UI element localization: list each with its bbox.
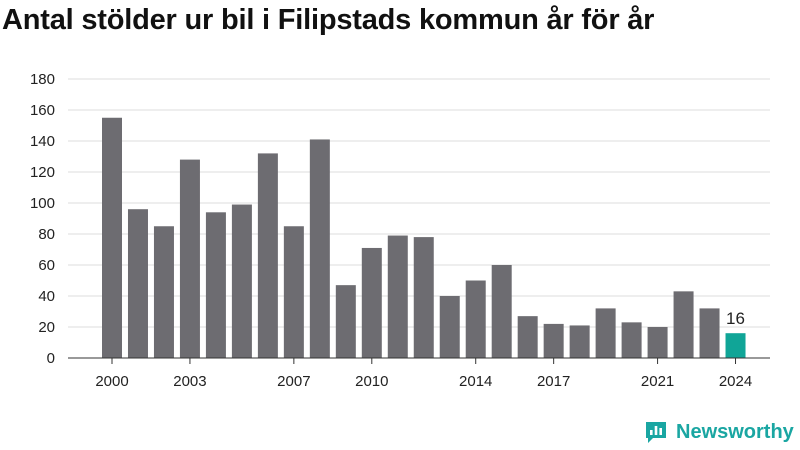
y-axis-ticks: 0 20 40 60 80 100 120 140 160 180 [30,71,55,367]
bar-2007 [283,226,304,358]
x-tick-label: 2000 [95,373,128,390]
bar-2016 [517,316,538,358]
x-tick-label: 2017 [537,373,570,390]
bar-2021 [647,327,668,358]
bar-2009 [335,285,356,358]
chart-title: Antal stölder ur bil i Filipstads kommun… [2,4,655,36]
y-tick-label: 40 [38,288,55,305]
brand-name: Newsworthy [676,420,794,443]
bar-2022 [673,291,694,358]
bar-2010 [361,247,382,358]
y-tick-label: 180 [30,71,55,88]
bar-2001 [127,209,148,358]
y-tick-label: 0 [47,350,55,367]
bar-2011 [387,235,408,358]
bar-2015 [491,265,512,358]
bar-2005 [231,204,252,358]
y-tick-label: 120 [30,164,55,181]
bar-2024 [725,333,746,358]
bar-2023 [699,308,720,358]
x-tick-label: 2003 [173,373,206,390]
x-tick-label: 2014 [459,373,492,390]
bar-2004 [205,212,226,358]
bars [102,117,746,358]
y-tick-label: 20 [38,319,55,336]
y-tick-label: 80 [38,226,55,243]
y-tick-label: 140 [30,133,55,150]
y-tick-label: 160 [30,102,55,119]
bar-2013 [439,296,460,358]
data-labels: 16 [726,309,745,328]
newsworthy-logo-icon [646,422,666,443]
x-axis: 2000 2003 2007 2010 2014 2017 2021 2024 [68,357,770,390]
y-tick-label: 60 [38,257,55,274]
newsworthy-brand: Newsworthy [644,420,794,444]
x-tick-label: 2024 [719,373,752,390]
bar-2002 [153,226,174,358]
x-tick-label: 2010 [355,373,388,390]
bar-2019 [595,308,616,358]
bar-2006 [257,153,278,358]
y-tick-label: 100 [30,195,55,212]
bar-2003 [179,159,200,358]
bar-2012 [413,237,434,358]
bar-2000 [102,117,122,358]
bar-chart: 0 20 40 60 80 100 120 140 160 180 2000 2003 2007 201… [30,71,770,390]
bar-2020 [621,322,642,358]
bar-2014 [465,280,486,358]
bar-2008 [309,139,330,358]
x-tick-label: 2021 [641,373,674,390]
bar-2018 [569,325,590,358]
data-label-2024: 16 [726,309,745,328]
x-tick-label: 2007 [277,373,310,390]
bar-2017 [543,323,564,358]
